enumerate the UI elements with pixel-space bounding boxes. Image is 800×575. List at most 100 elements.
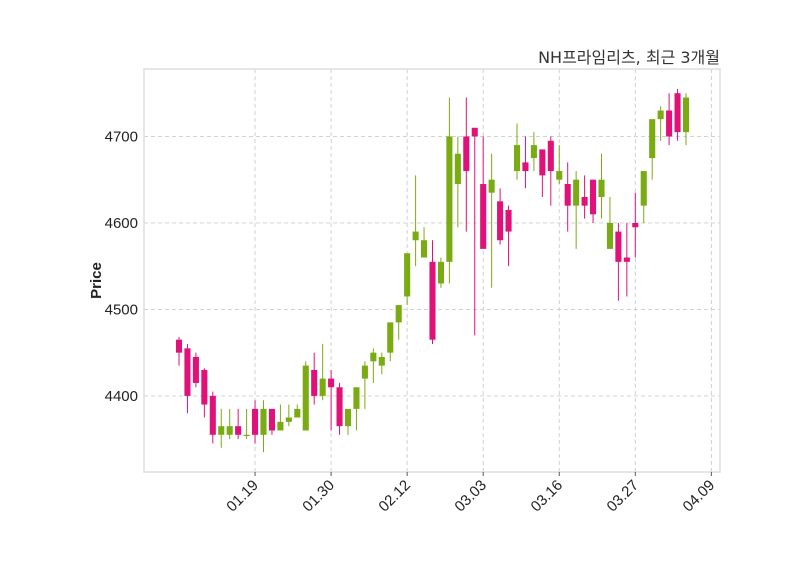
candle: [277, 404, 284, 431]
candle-body: [539, 149, 546, 176]
candle-body: [598, 179, 605, 197]
candle: [319, 344, 326, 401]
candle: [268, 408, 275, 435]
candle: [243, 408, 250, 440]
candle: [666, 93, 673, 146]
candle: [657, 106, 664, 141]
candle-body: [649, 119, 656, 159]
candle-body: [471, 127, 478, 137]
candle-body: [218, 426, 225, 435]
candle: [353, 387, 360, 431]
x-tick-label: 02.12: [375, 477, 414, 516]
candle-body: [657, 110, 664, 120]
y-axis-label: Price: [87, 262, 105, 299]
candle: [370, 348, 377, 383]
candle: [505, 205, 512, 267]
candle: [454, 136, 461, 228]
candle-body: [201, 369, 208, 405]
candle-body: [640, 171, 647, 206]
candle-body: [294, 408, 301, 418]
candle-body: [463, 136, 470, 172]
candle-body: [674, 93, 681, 133]
y-tick-label: 4700: [105, 128, 138, 145]
x-tick-label: 03.27: [604, 477, 643, 516]
candle-body: [590, 179, 597, 215]
candle-body: [581, 196, 588, 206]
candle: [226, 408, 233, 440]
candle: [480, 136, 487, 249]
y-tick-label: 4500: [105, 301, 138, 318]
candle: [421, 227, 428, 258]
candle-body: [268, 408, 275, 431]
candle-body: [513, 145, 521, 172]
candle: [404, 253, 411, 306]
candle-body: [336, 387, 343, 427]
candle-body: [243, 434, 250, 437]
candle: [564, 162, 571, 232]
candle: [328, 369, 335, 431]
candles: [175, 88, 690, 453]
candle: [463, 97, 470, 232]
candle-body: [277, 421, 284, 431]
candle: [446, 97, 453, 284]
candle: [387, 322, 394, 362]
candle-body: [311, 369, 318, 396]
candle: [285, 404, 292, 427]
candle-body: [404, 253, 411, 297]
candle: [235, 408, 242, 440]
candle: [437, 257, 444, 288]
candle: [395, 305, 402, 340]
candle-body: [497, 201, 504, 241]
candle: [623, 222, 630, 297]
plot-frame: [143, 68, 721, 473]
candle-body: [209, 395, 216, 435]
candle: [252, 400, 259, 444]
candle: [522, 136, 529, 189]
y-tick-label: 4400: [105, 388, 138, 405]
candle-body: [522, 162, 529, 172]
candle-body: [260, 408, 267, 435]
candle: [632, 192, 639, 258]
candle: [590, 179, 597, 223]
candle-body: [319, 378, 326, 396]
candle-body: [328, 378, 335, 388]
candle-body: [666, 110, 673, 137]
candle: [606, 196, 613, 249]
candle-body: [446, 136, 453, 262]
candle: [581, 175, 588, 219]
candle: [209, 391, 216, 444]
candle-body: [344, 408, 352, 427]
candle: [175, 337, 183, 366]
candle: [336, 382, 343, 435]
candle: [649, 119, 656, 180]
candle-body: [488, 179, 495, 193]
candle: [674, 88, 681, 141]
candle-body: [421, 240, 428, 258]
candle-body: [632, 222, 639, 228]
candle-body: [564, 184, 571, 206]
y-tick-label: 4600: [105, 215, 138, 232]
candle: [361, 361, 368, 409]
candle-body: [361, 365, 368, 379]
candle: [218, 408, 225, 448]
candle-body: [412, 231, 419, 241]
x-tick-label: 03.16: [528, 477, 567, 516]
candle: [412, 175, 419, 267]
candle: [488, 153, 495, 288]
candle: [302, 361, 309, 431]
candle: [378, 352, 385, 375]
candle: [471, 127, 478, 336]
x-tick-label: 01.30: [299, 477, 338, 516]
candle-body: [505, 209, 512, 232]
candle-body: [252, 408, 259, 435]
candle-body: [429, 261, 436, 340]
candle-body: [454, 153, 461, 185]
candle: [573, 171, 580, 249]
candle-body: [175, 339, 183, 353]
candle-body: [606, 222, 613, 249]
x-tick-labels: 01.19 01.30 02.12 03.03 03.16 03.27 04.09: [223, 472, 718, 515]
candle: [547, 136, 554, 206]
candle-body: [556, 171, 563, 180]
candle-body: [192, 356, 199, 383]
candle-body: [615, 231, 622, 262]
